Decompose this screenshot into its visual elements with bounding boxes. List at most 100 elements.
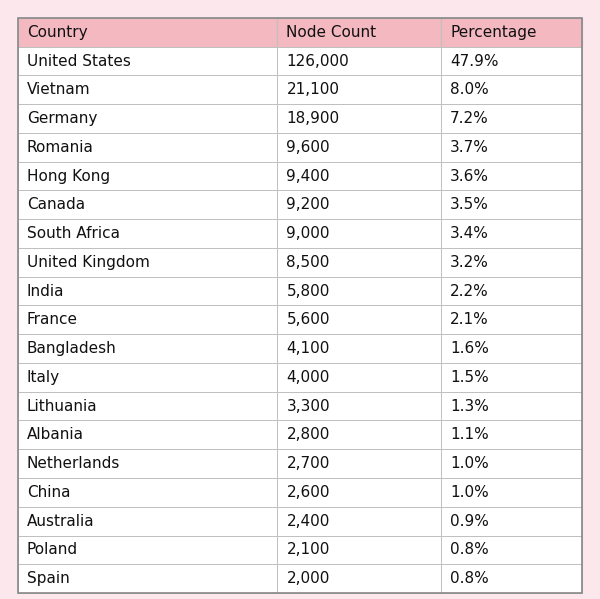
- Text: 3.4%: 3.4%: [450, 226, 489, 241]
- Bar: [277, 564, 441, 593]
- Bar: [18, 248, 277, 277]
- Bar: [18, 219, 277, 248]
- Text: Albania: Albania: [27, 427, 84, 443]
- Bar: [277, 190, 441, 219]
- Text: 4,100: 4,100: [286, 341, 330, 356]
- Bar: [441, 248, 582, 277]
- Bar: [18, 334, 277, 363]
- Text: 9,200: 9,200: [286, 197, 330, 213]
- Bar: [277, 277, 441, 305]
- Text: 1.1%: 1.1%: [450, 427, 489, 443]
- Bar: [441, 104, 582, 133]
- Text: Bangladesh: Bangladesh: [27, 341, 117, 356]
- Text: 1.5%: 1.5%: [450, 370, 489, 385]
- Text: 18,900: 18,900: [286, 111, 340, 126]
- Bar: [441, 363, 582, 392]
- Text: United States: United States: [27, 53, 131, 69]
- Bar: [18, 104, 277, 133]
- Bar: [441, 47, 582, 75]
- Text: 1.3%: 1.3%: [450, 398, 489, 414]
- Bar: [18, 449, 277, 478]
- Bar: [277, 449, 441, 478]
- Bar: [277, 392, 441, 420]
- Text: Romania: Romania: [27, 140, 94, 155]
- Bar: [18, 133, 277, 162]
- Text: 2.1%: 2.1%: [450, 312, 489, 328]
- Text: 0.8%: 0.8%: [450, 571, 489, 586]
- Text: 2.2%: 2.2%: [450, 283, 489, 299]
- Bar: [277, 420, 441, 449]
- Text: China: China: [27, 485, 71, 500]
- Bar: [441, 277, 582, 305]
- Bar: [277, 75, 441, 104]
- Text: 5,600: 5,600: [286, 312, 330, 328]
- Bar: [277, 219, 441, 248]
- Bar: [277, 133, 441, 162]
- Bar: [441, 219, 582, 248]
- Text: 2,100: 2,100: [286, 542, 330, 558]
- Bar: [277, 536, 441, 564]
- Text: 3.7%: 3.7%: [450, 140, 489, 155]
- Text: Hong Kong: Hong Kong: [27, 168, 110, 184]
- Text: Italy: Italy: [27, 370, 60, 385]
- Bar: [441, 75, 582, 104]
- Bar: [18, 277, 277, 305]
- Bar: [18, 18, 277, 47]
- Text: Percentage: Percentage: [450, 25, 536, 40]
- Bar: [441, 564, 582, 593]
- Text: 1.6%: 1.6%: [450, 341, 489, 356]
- Bar: [441, 334, 582, 363]
- Bar: [441, 536, 582, 564]
- Bar: [277, 162, 441, 190]
- Text: 2,400: 2,400: [286, 513, 330, 529]
- Text: 7.2%: 7.2%: [450, 111, 489, 126]
- Text: Australia: Australia: [27, 513, 95, 529]
- Bar: [18, 392, 277, 420]
- Text: Germany: Germany: [27, 111, 97, 126]
- Text: 3.6%: 3.6%: [450, 168, 489, 184]
- Bar: [18, 420, 277, 449]
- Bar: [277, 248, 441, 277]
- Text: 9,600: 9,600: [286, 140, 330, 155]
- Bar: [18, 363, 277, 392]
- Text: Poland: Poland: [27, 542, 78, 558]
- Bar: [441, 392, 582, 420]
- Bar: [441, 190, 582, 219]
- Text: 2,700: 2,700: [286, 456, 330, 471]
- Text: Netherlands: Netherlands: [27, 456, 121, 471]
- Text: 1.0%: 1.0%: [450, 456, 489, 471]
- Bar: [277, 363, 441, 392]
- Bar: [18, 190, 277, 219]
- Bar: [18, 75, 277, 104]
- Text: 9,400: 9,400: [286, 168, 330, 184]
- Bar: [441, 18, 582, 47]
- Text: 2,000: 2,000: [286, 571, 330, 586]
- Bar: [277, 104, 441, 133]
- Text: France: France: [27, 312, 78, 328]
- Text: 8,500: 8,500: [286, 255, 330, 270]
- Bar: [441, 420, 582, 449]
- Text: Canada: Canada: [27, 197, 85, 213]
- Bar: [441, 305, 582, 334]
- Text: 2,800: 2,800: [286, 427, 330, 443]
- Text: Spain: Spain: [27, 571, 70, 586]
- Text: 3,300: 3,300: [286, 398, 330, 414]
- Bar: [277, 478, 441, 507]
- Bar: [441, 133, 582, 162]
- Text: South Africa: South Africa: [27, 226, 120, 241]
- Bar: [277, 507, 441, 536]
- Text: 3.5%: 3.5%: [450, 197, 489, 213]
- Text: Lithuania: Lithuania: [27, 398, 98, 414]
- Text: 0.9%: 0.9%: [450, 513, 489, 529]
- Bar: [18, 536, 277, 564]
- Bar: [18, 564, 277, 593]
- Text: 9,000: 9,000: [286, 226, 330, 241]
- Text: United Kingdom: United Kingdom: [27, 255, 150, 270]
- Text: 2,600: 2,600: [286, 485, 330, 500]
- Text: 0.8%: 0.8%: [450, 542, 489, 558]
- Text: 8.0%: 8.0%: [450, 82, 489, 98]
- Text: Country: Country: [27, 25, 88, 40]
- Text: Node Count: Node Count: [286, 25, 377, 40]
- Bar: [277, 334, 441, 363]
- Text: 4,000: 4,000: [286, 370, 330, 385]
